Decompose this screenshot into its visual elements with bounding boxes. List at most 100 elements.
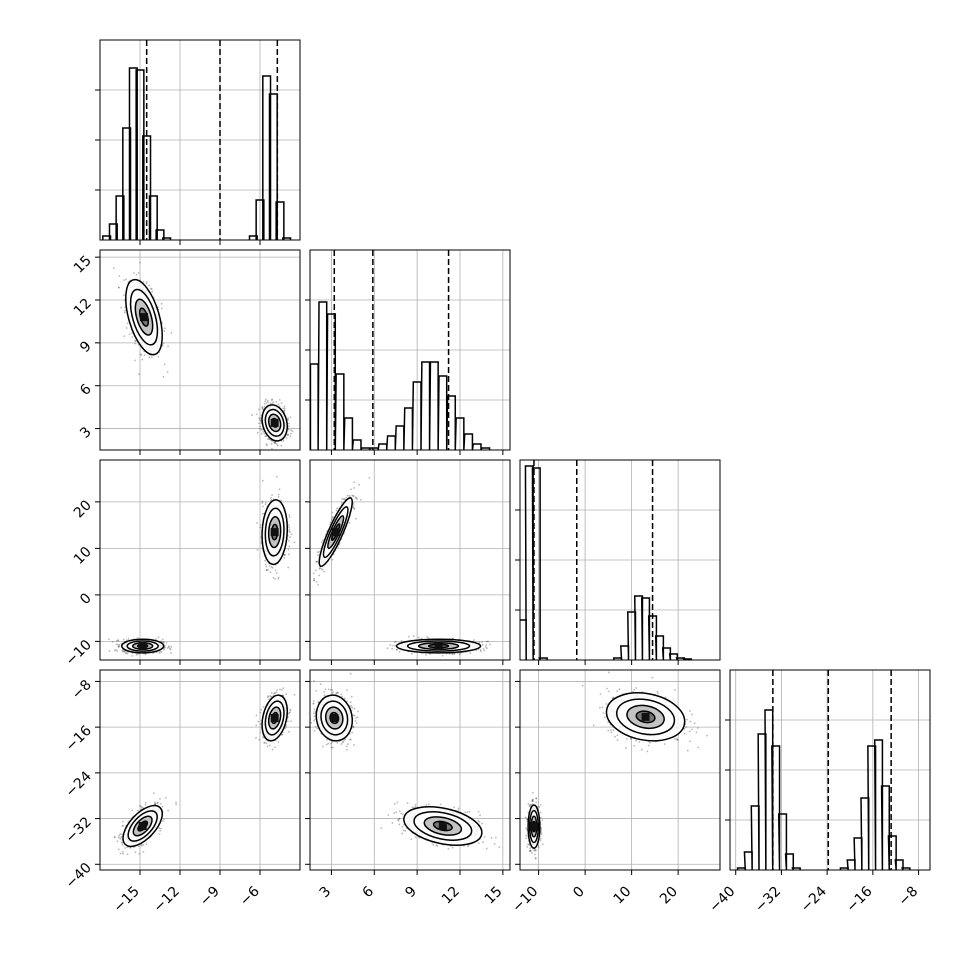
scatter-point xyxy=(407,635,410,638)
density-peak xyxy=(138,642,147,651)
scatter-point xyxy=(288,539,290,542)
scatter-point xyxy=(140,354,143,356)
scatter-point xyxy=(278,398,281,401)
density-peak xyxy=(270,528,279,537)
scatter-point xyxy=(272,401,275,404)
scatter-point xyxy=(329,521,332,524)
scatter-point xyxy=(153,792,155,795)
scatter-point xyxy=(119,833,122,835)
scatter-point xyxy=(352,506,355,508)
scatter-point xyxy=(287,428,290,431)
scatter-point xyxy=(287,524,290,526)
scatter-point xyxy=(119,837,122,840)
scatter-point xyxy=(122,824,125,827)
scatter-point xyxy=(273,441,276,444)
scatter-point xyxy=(117,848,120,851)
scatter-point xyxy=(271,494,273,497)
scatter-point xyxy=(118,834,120,837)
scatter-point xyxy=(166,647,169,649)
scatter-point xyxy=(270,399,273,401)
scatter-point xyxy=(283,409,286,412)
scatter-point xyxy=(170,646,173,648)
scatter-point xyxy=(159,797,161,800)
scatter-point xyxy=(144,803,147,806)
scatter-point xyxy=(289,416,292,419)
scatter-point xyxy=(108,650,111,652)
scatter-point xyxy=(121,649,124,652)
scatter-point xyxy=(266,399,269,402)
scatter-point xyxy=(163,644,166,647)
scatter-point xyxy=(121,824,124,827)
scatter-point xyxy=(142,843,144,846)
scatter-point xyxy=(113,649,116,652)
scatter-point xyxy=(351,494,354,497)
scatter-point xyxy=(270,443,273,445)
scatter-point xyxy=(169,647,171,650)
scatter-point xyxy=(271,566,274,569)
scatter-point xyxy=(170,652,172,654)
scatter-point xyxy=(256,549,259,551)
scatter-point xyxy=(481,643,484,646)
scatter-point xyxy=(274,442,277,445)
scatter-point xyxy=(283,553,286,556)
scatter-point xyxy=(270,499,273,501)
scatter-point xyxy=(123,279,126,282)
panel-frame xyxy=(99,459,301,661)
scatter-point xyxy=(331,511,334,514)
scatter-point xyxy=(359,498,362,501)
scatter-point xyxy=(258,408,260,411)
scatter-point xyxy=(348,494,351,497)
scatter-point xyxy=(145,281,148,284)
scatter-point xyxy=(158,827,161,830)
tick-label-y: 9 xyxy=(77,338,95,356)
scatter-point xyxy=(315,560,318,563)
scatter-point xyxy=(283,405,286,408)
scatter-point xyxy=(121,650,124,653)
scatter-point xyxy=(127,638,130,640)
scatter-point xyxy=(287,418,289,421)
scatter-point xyxy=(261,406,264,409)
scatter-point xyxy=(313,579,315,582)
scatter-point xyxy=(166,371,169,374)
scatter-point xyxy=(175,801,177,804)
scatter-point xyxy=(160,651,163,653)
scatter-point xyxy=(417,636,420,639)
scatter-point xyxy=(287,548,290,551)
scatter-point xyxy=(167,646,170,649)
scatter-point xyxy=(489,643,491,646)
histogram-0 xyxy=(102,67,292,240)
scatter-point xyxy=(162,648,165,651)
scatter-point xyxy=(265,565,268,568)
scatter-point xyxy=(263,402,266,405)
scatter-point xyxy=(135,273,138,276)
scatter-point xyxy=(274,569,277,572)
scatter-point xyxy=(155,638,157,641)
scatter-point xyxy=(330,518,333,521)
scatter-point xyxy=(125,327,128,329)
scatter-point xyxy=(321,568,324,571)
scatter-point xyxy=(123,311,126,314)
scatter-point xyxy=(479,650,482,653)
scatter-point xyxy=(261,505,264,508)
scatter-point xyxy=(144,653,147,656)
scatter-point xyxy=(162,820,164,822)
scatter-point xyxy=(163,327,166,330)
scatter-point xyxy=(118,286,120,289)
scatter-point xyxy=(162,375,165,378)
scatter-point xyxy=(425,653,427,656)
scatter-point xyxy=(118,643,121,646)
scatter-point xyxy=(275,572,278,574)
scatter-point xyxy=(271,402,274,405)
scatter-point xyxy=(259,425,261,428)
scatter-point xyxy=(353,487,356,489)
scatter-point xyxy=(117,644,120,646)
scatter-point xyxy=(134,340,137,343)
scatter-point xyxy=(258,418,261,421)
scatter-point xyxy=(255,413,258,416)
scatter-point xyxy=(116,840,119,843)
scatter-point xyxy=(278,405,281,408)
scatter-point xyxy=(141,806,143,808)
scatter-point xyxy=(156,802,159,805)
scatter-point xyxy=(288,553,290,556)
